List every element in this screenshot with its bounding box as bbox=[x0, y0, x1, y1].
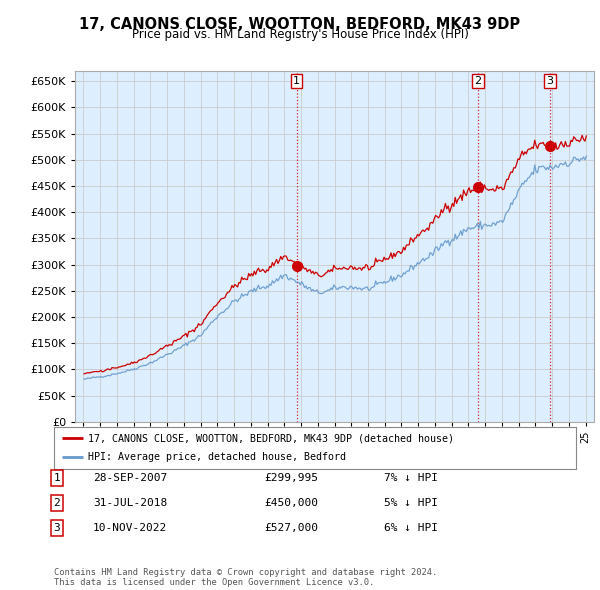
Text: 2: 2 bbox=[53, 498, 61, 507]
Text: 1: 1 bbox=[53, 473, 61, 483]
Text: 3: 3 bbox=[547, 76, 553, 86]
Text: 1: 1 bbox=[293, 76, 300, 86]
Text: Contains HM Land Registry data © Crown copyright and database right 2024.
This d: Contains HM Land Registry data © Crown c… bbox=[54, 568, 437, 587]
Text: HPI: Average price, detached house, Bedford: HPI: Average price, detached house, Bedf… bbox=[88, 452, 346, 462]
Text: 5% ↓ HPI: 5% ↓ HPI bbox=[384, 498, 438, 507]
Text: Price paid vs. HM Land Registry's House Price Index (HPI): Price paid vs. HM Land Registry's House … bbox=[131, 28, 469, 41]
Text: 2: 2 bbox=[475, 76, 482, 86]
Text: 31-JUL-2018: 31-JUL-2018 bbox=[93, 498, 167, 507]
Text: £450,000: £450,000 bbox=[264, 498, 318, 507]
Text: 10-NOV-2022: 10-NOV-2022 bbox=[93, 523, 167, 533]
Text: 7% ↓ HPI: 7% ↓ HPI bbox=[384, 473, 438, 483]
Text: 3: 3 bbox=[53, 523, 61, 533]
Text: 28-SEP-2007: 28-SEP-2007 bbox=[93, 473, 167, 483]
Text: 17, CANONS CLOSE, WOOTTON, BEDFORD, MK43 9DP (detached house): 17, CANONS CLOSE, WOOTTON, BEDFORD, MK43… bbox=[88, 434, 454, 444]
Text: 17, CANONS CLOSE, WOOTTON, BEDFORD, MK43 9DP: 17, CANONS CLOSE, WOOTTON, BEDFORD, MK43… bbox=[79, 17, 521, 31]
Text: 6% ↓ HPI: 6% ↓ HPI bbox=[384, 523, 438, 533]
Text: £527,000: £527,000 bbox=[264, 523, 318, 533]
Text: £299,995: £299,995 bbox=[264, 473, 318, 483]
